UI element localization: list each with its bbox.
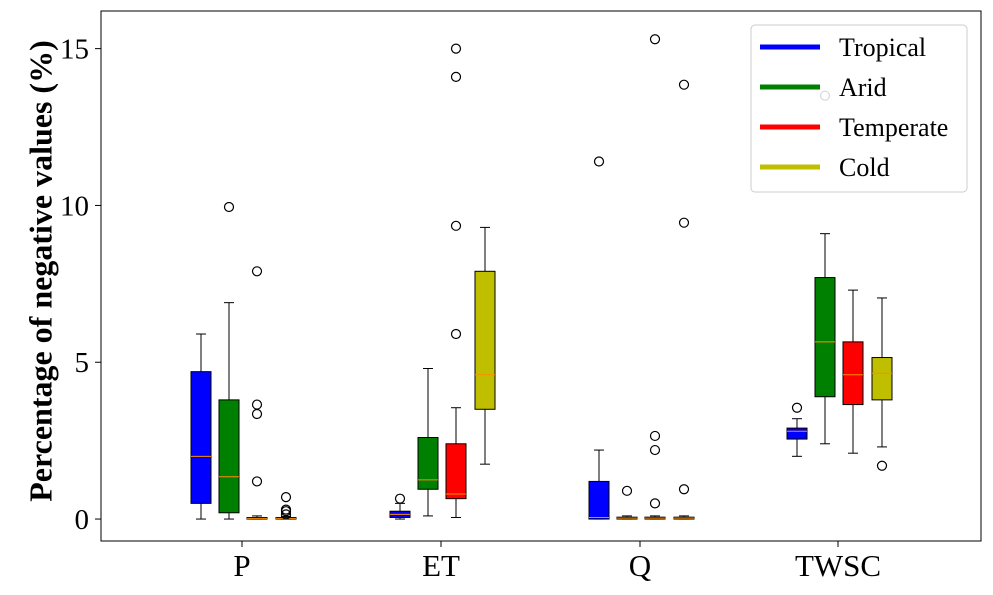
box-cold-q-outlier-0 xyxy=(678,484,690,495)
legend-item-tropical-label: Tropical xyxy=(839,33,926,62)
box-temperate-et-outlier-0 xyxy=(450,328,462,340)
y-tick-label-5: 5 xyxy=(75,347,90,379)
box-temperate-q-outlier-0 xyxy=(649,498,661,509)
y-tick-label-0: 0 xyxy=(75,504,90,536)
box-temperate-p-outlier-1 xyxy=(251,408,263,420)
box-temperate-p-outlier-0 xyxy=(251,476,263,487)
box-arid-et-box xyxy=(417,437,439,490)
box-cold-p-outlier-0 xyxy=(280,509,292,520)
box-cold-et-box xyxy=(474,270,496,410)
box-arid-q-outlier-0 xyxy=(621,485,633,496)
box-temperate-q-outlier-1 xyxy=(649,444,661,456)
box-cold-q-outlier-2 xyxy=(678,79,690,90)
box-tropical-p-box xyxy=(190,371,212,504)
box-temperate-et-box xyxy=(445,443,467,500)
box-temperate-q-outlier-3 xyxy=(649,34,661,45)
y-tick-label-10: 10 xyxy=(60,190,89,222)
box-tropical-twsc-outlier-0 xyxy=(791,402,803,413)
box-temperate-p-outlier-2 xyxy=(251,399,263,410)
box-tropical-et-outlier-0 xyxy=(394,493,406,504)
box-tropical-q-outlier-0 xyxy=(593,156,605,167)
x-tick-label-p: P xyxy=(233,548,250,583)
box-cold-p-outlier-2 xyxy=(280,504,292,515)
legend: Tropical Arid Temperate Cold xyxy=(750,24,968,193)
box-tropical-q-box xyxy=(588,480,610,520)
box-temperate-twsc-box xyxy=(842,341,864,406)
box-temperate-et-outlier-2 xyxy=(450,71,462,82)
legend-item-temperate-label: Temperate xyxy=(839,113,948,142)
box-temperate-q-outlier-2 xyxy=(649,430,661,442)
axes-layer: 0 5 10 15 P ET Q TWSC xyxy=(60,34,881,583)
box-temperate-et-outlier-3 xyxy=(450,43,462,54)
box-arid-twsc-box xyxy=(814,277,836,398)
box-cold-twsc-box xyxy=(871,357,893,401)
plot-frame xyxy=(100,10,982,542)
box-arid-p-box xyxy=(218,399,240,514)
legend-frame xyxy=(750,24,968,193)
box-temperate-p-outlier-3 xyxy=(251,266,263,277)
box-arid-p-outlier-0 xyxy=(223,201,235,213)
x-tick-label-q: Q xyxy=(629,548,651,583)
marks-layer xyxy=(190,34,893,520)
y-tick-label-15: 15 xyxy=(60,34,89,66)
legend-item-cold-label: Cold xyxy=(839,153,890,182)
box-temperate-et-outlier-1 xyxy=(450,220,462,231)
box-cold-p-outlier-3 xyxy=(280,491,292,503)
legend-item-arid-label: Arid xyxy=(839,73,887,102)
box-tropical-twsc-box xyxy=(786,427,808,440)
x-tick-label-twsc: TWSC xyxy=(795,548,881,583)
y-axis-label: Percentage of negative values (%) xyxy=(22,40,58,502)
box-cold-twsc-outlier-0 xyxy=(876,460,888,471)
box-cold-q-outlier-1 xyxy=(678,217,690,228)
x-tick-label-et: ET xyxy=(422,548,460,583)
